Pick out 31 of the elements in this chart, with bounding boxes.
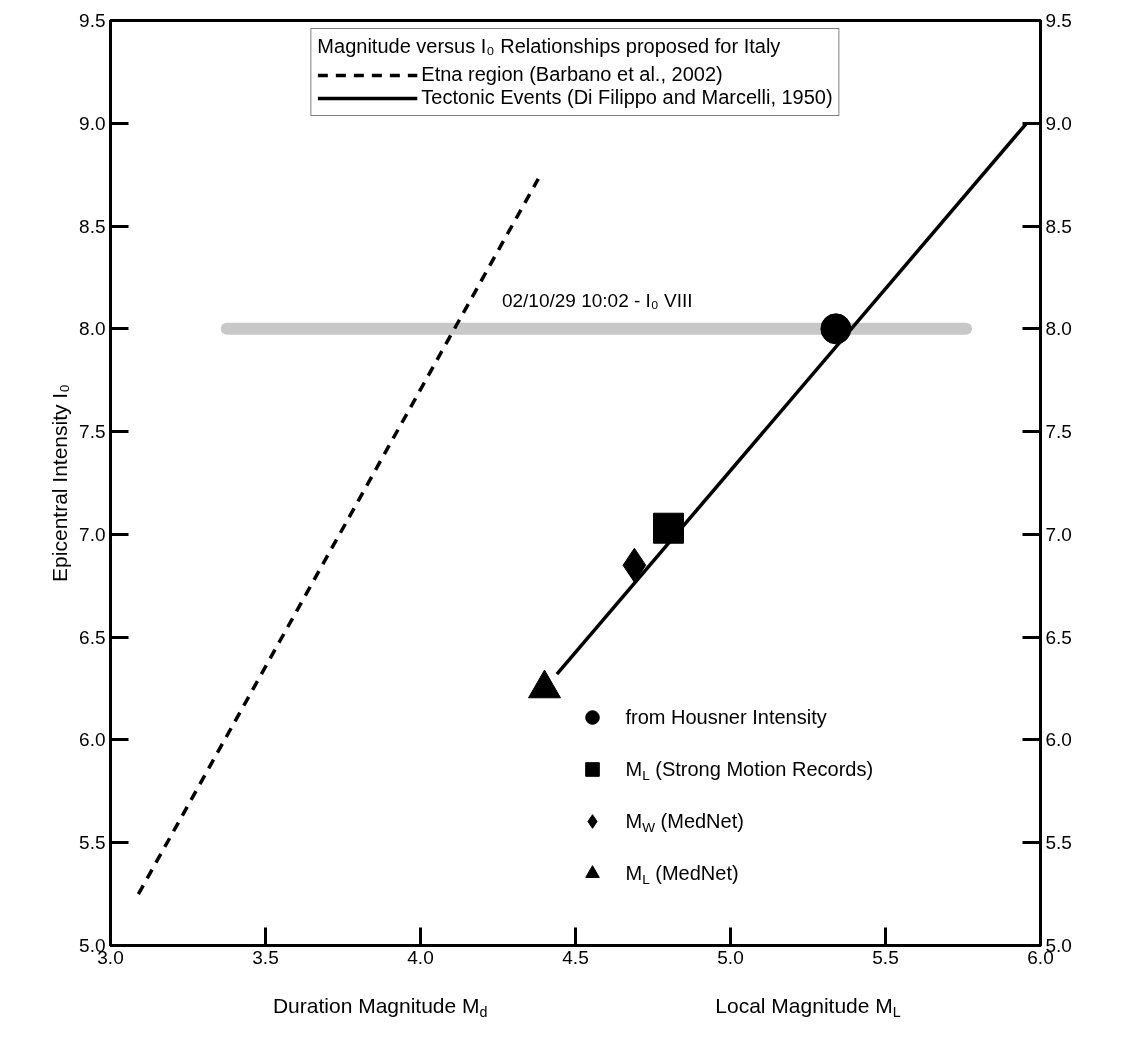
y2-tick-label: 6.0 — [1045, 729, 1072, 751]
y-tick-label: 9.0 — [79, 112, 106, 134]
y2-tick-label: 7.0 — [1045, 523, 1072, 545]
y2-tick-label: 8.0 — [1045, 318, 1072, 340]
x-tick-label: 5.5 — [872, 946, 899, 968]
y-tick-label: 9.5 — [79, 10, 106, 31]
point — [653, 512, 684, 544]
y2-tick-label: 9.5 — [1045, 10, 1072, 31]
y-tick-label: 6.0 — [79, 729, 106, 751]
x-tick-label: 4.5 — [562, 946, 589, 968]
legend-label: from Housner Intensity — [625, 706, 827, 728]
y-tick-label: 7.0 — [79, 523, 106, 545]
y-tick-label: 5.5 — [79, 832, 106, 854]
annotation: 02/10/29 10:02 - I₀ VIII — [501, 290, 693, 312]
y2-tick-label: 5.5 — [1045, 832, 1072, 854]
y-tick-label: 8.5 — [79, 215, 106, 237]
y2-tick-label: 6.5 — [1045, 626, 1072, 648]
y2-tick-label: 7.5 — [1045, 421, 1072, 443]
y-tick-label: 8.0 — [79, 318, 106, 340]
y-axis-title: Epicentral Intensity I₀ — [48, 384, 72, 582]
legend-title: Magnitude versus I₀ Relationships proposed for Italy — [317, 35, 782, 58]
y2-tick-label: 9.0 — [1045, 112, 1072, 134]
point — [820, 313, 852, 345]
x-tick-label: 5.0 — [717, 946, 744, 968]
y2-tick-label: 8.5 — [1045, 215, 1072, 237]
y-tick-label: 6.5 — [79, 626, 106, 648]
legend-label: Etna region (Barbano et al., 2002) — [421, 63, 723, 86]
y-tick-label: 7.5 — [79, 421, 106, 443]
x-tick-label: 4.0 — [407, 946, 434, 968]
x-tick-label: 3.5 — [252, 946, 279, 968]
legend-label: Tectonic Events (Di Filippo and Marcelli, 1950) — [421, 86, 833, 109]
